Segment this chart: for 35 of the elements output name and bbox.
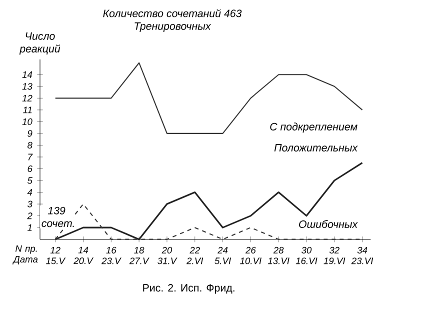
series-label: С подкреплением — [270, 122, 358, 133]
series-label: Ошибочных — [299, 220, 358, 228]
y-tick-label: 12 — [22, 94, 32, 102]
x-tick-label: 16 23.V — [101, 246, 122, 264]
x-tick-label: 18 27.V — [129, 246, 150, 264]
y-tick-label: 6 — [28, 165, 32, 172]
y-tick-label: 2 — [27, 212, 32, 220]
x-tick-label: 32 19.VI — [324, 246, 346, 264]
y-tick-label: 8 — [28, 142, 32, 149]
x-axis-title: N пр. Дата — [12, 245, 38, 264]
x-tick-label: 26 10.VI — [240, 246, 262, 264]
chart-subtitle: Тренировочных — [134, 22, 212, 32]
y-tick-label: 13 — [22, 83, 32, 90]
x-tick-label: 14 20.V — [74, 246, 94, 264]
y-tick-label: 7 — [28, 154, 33, 160]
text: Рис. 2. Исп. Фрид. — [143, 284, 234, 294]
y-tick-label: 9 — [28, 130, 32, 137]
y-tick-label: 10 — [22, 118, 32, 125]
x-tick-label: 20 31.V — [158, 246, 178, 264]
x-tick-label: 34 23.VI — [351, 246, 374, 264]
y-axis-title: Число реакций — [19, 32, 60, 55]
y-tick-label: 3 — [27, 200, 32, 208]
x-tick-label: 30 16.VI — [296, 246, 318, 264]
y-tick-label: 14 — [22, 71, 32, 78]
chart-title: Количество сочетаний 463 — [103, 9, 242, 18]
x-tick-label: 12 15.V — [46, 246, 66, 264]
y-tick-label: 1 — [28, 224, 32, 231]
series-label: Положительных — [274, 144, 358, 152]
annotation: 139 сочет. — [42, 206, 74, 228]
x-tick-label: 24 5.VI — [214, 246, 231, 264]
x-tick-label: 28 13.VI — [268, 246, 290, 264]
x-tick-label: 22 2.VI — [186, 246, 204, 264]
y-tick-label: 5 — [27, 177, 32, 184]
y-tick-label: 11 — [23, 106, 32, 114]
y-tick-label: 4 — [27, 189, 32, 196]
